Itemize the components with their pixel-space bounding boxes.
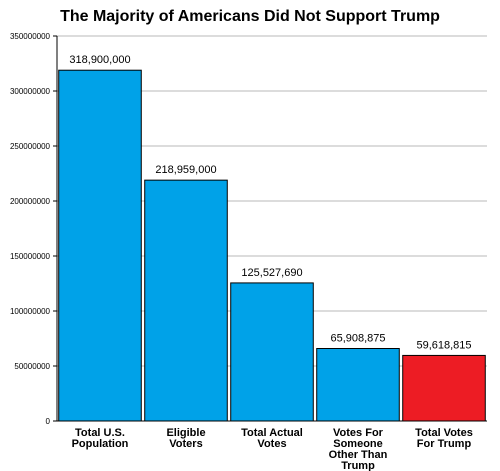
bars [58,69,486,422]
bar-1 [144,179,228,422]
bar-3 [316,348,400,422]
x-axis-label-1: Eligible [166,427,205,439]
x-axis-label-4: Total Votes [415,427,473,439]
x-axis-label-2: Total Actual [241,427,303,439]
data-label-3: 65,908,875 [330,333,385,345]
y-tick-label: 200000000 [10,197,51,206]
x-axis-label-3: Votes For [333,427,384,439]
x-axis-label-2: Votes [257,438,286,450]
x-axis-label-3: Other Than [329,449,388,461]
y-axis-ticks: 0 50000000 100000000 150000000 200000000 2500… [10,32,57,426]
x-axis-label-1: Voters [169,438,202,450]
x-axis-label-0: Total U.S. [75,427,125,439]
data-label-0: 318,900,000 [69,54,130,66]
x-axis-label-3: Trump [341,460,375,471]
x-axis-label-3: Someone [333,438,383,450]
y-tick-label: 250000000 [10,142,51,151]
y-tick-label: 100000000 [10,307,51,316]
data-label-4: 59,618,815 [416,339,471,351]
y-tick-label: 150000000 [10,252,51,261]
chart-title: The Majority of Americans Did Not Suppor… [60,8,440,25]
bar-0 [58,69,142,422]
data-label-1: 218,959,000 [155,164,216,176]
bar-2 [230,282,314,422]
y-tick-label: 0 [46,417,51,426]
x-axis-label-4: For Trump [417,438,472,450]
bar-4 [402,354,486,422]
y-tick-label: 300000000 [10,87,51,96]
y-tick-label: 350000000 [10,32,51,41]
data-label-2: 125,527,690 [241,267,302,279]
y-tick-label: 50000000 [14,362,50,371]
data-labels: 318,900,000 218,959,000 125,527,690 65,908,… [69,54,471,351]
x-axis-label-0: Population [72,438,129,450]
